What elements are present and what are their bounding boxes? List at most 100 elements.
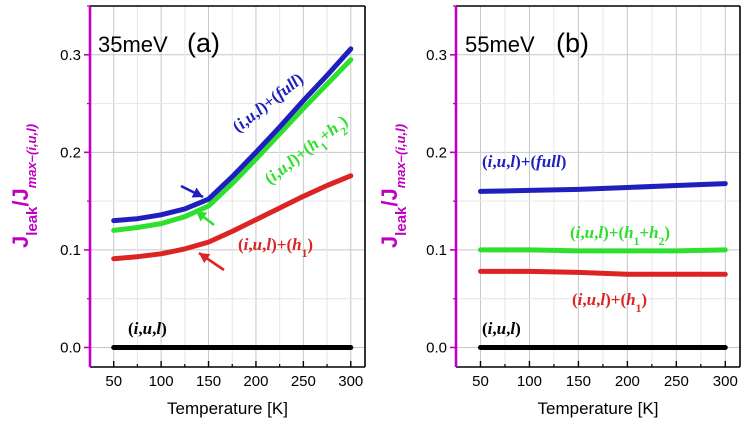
energy-label: 35meV bbox=[98, 32, 168, 57]
series-line-0 bbox=[111, 46, 354, 224]
x-axis-title: Temperature [K] bbox=[167, 399, 288, 418]
series-label-1-var: h bbox=[624, 223, 633, 242]
series-label-2-var: u bbox=[253, 235, 262, 254]
series-label-2-sym: , bbox=[596, 290, 600, 309]
series-label-0: (i,u,l)+(full) bbox=[482, 152, 566, 171]
series-label-2-sym: )+( bbox=[271, 235, 292, 254]
series-line-1 bbox=[478, 247, 728, 254]
x-tick-label: 300 bbox=[338, 373, 363, 390]
series-label-3: (i,u,l) bbox=[482, 319, 521, 338]
x-tick-label: 300 bbox=[713, 373, 738, 390]
series-label-3-sym: ) bbox=[515, 319, 521, 338]
series-label-3-sym: ( bbox=[128, 319, 134, 338]
series-label-2: (i,u,l)+(h1) bbox=[238, 235, 313, 260]
series-label-1-sym: + bbox=[639, 223, 649, 242]
series-label-0-var: l bbox=[510, 152, 515, 171]
panel-a: 50 100 150 200 250 3000.00.10.20.3(i,u,l)+(fu… bbox=[8, 5, 366, 418]
y-tick-label: 0.0 bbox=[426, 339, 447, 356]
y-tick-label: 0.0 bbox=[60, 339, 81, 356]
series-label-0-var: full bbox=[536, 152, 561, 171]
y-axis-title-main: J bbox=[377, 236, 402, 248]
y-tick-label: 0.3 bbox=[426, 47, 447, 64]
panel-label: (a) bbox=[187, 28, 220, 58]
series-label-1-var: u bbox=[585, 223, 594, 242]
series-label-2-var: l bbox=[600, 290, 605, 309]
series-label-3: (i,u,l) bbox=[128, 319, 167, 338]
series-label-3-sym: , bbox=[506, 319, 510, 338]
series-label-2-var: h bbox=[626, 290, 635, 309]
series-label-0-sym: , bbox=[492, 152, 496, 171]
x-tick-label: 50 bbox=[105, 373, 122, 390]
x-axis-title: Temperature [K] bbox=[538, 399, 659, 418]
x-tick-label: 250 bbox=[291, 373, 316, 390]
panel-b: 50 100 150 200 250 3000.00.10.20.3(i,u,l)+(fu… bbox=[377, 5, 741, 418]
x-tick-label: 200 bbox=[243, 373, 268, 390]
series-label-1-sym: ) bbox=[664, 223, 670, 242]
series-label-1-sym: ( bbox=[570, 223, 576, 242]
arrow-head bbox=[199, 253, 211, 264]
y-axis-title-sub2: max–(i,u,l) bbox=[24, 124, 39, 188]
series-label-0-sym: ) bbox=[561, 152, 567, 171]
series-label-3-var: i bbox=[134, 319, 139, 338]
series-label-3-sym: ( bbox=[482, 319, 488, 338]
x-tick-label: 100 bbox=[149, 373, 174, 390]
series-label-1-sym: )+( bbox=[603, 223, 624, 242]
series-label-3-sym: , bbox=[138, 319, 142, 338]
series-label-1-sym: , bbox=[580, 223, 584, 242]
series-label-2-var: h bbox=[292, 235, 301, 254]
series-label-1-sub: 2 bbox=[659, 235, 665, 248]
x-tick-label: 200 bbox=[615, 373, 640, 390]
series-label-0-var: u bbox=[497, 152, 506, 171]
y-axis-title-sub2: max–(i,u,l) bbox=[393, 124, 408, 188]
series-label-2-sym: ) bbox=[307, 235, 313, 254]
series-label-1-sub: 1 bbox=[634, 235, 640, 248]
y-axis-title-sub1: leak bbox=[393, 206, 410, 236]
series-label-2-sym: ) bbox=[641, 290, 647, 309]
series-line-2 bbox=[478, 268, 728, 277]
y-axis-title: Jleak/Jmax–(i,u,l) bbox=[8, 124, 41, 248]
series-label-3-sym: , bbox=[152, 319, 156, 338]
y-axis-title-main: J bbox=[8, 236, 33, 248]
series-label-2-sym: ( bbox=[572, 290, 578, 309]
series-label-2-var: l bbox=[266, 235, 271, 254]
y-axis-title-sep: /J bbox=[8, 188, 33, 206]
series-label-3-var: l bbox=[510, 319, 515, 338]
series-label-0-sym: ( bbox=[482, 152, 488, 171]
series-label-2-var: u bbox=[587, 290, 596, 309]
series-line-0 bbox=[478, 181, 728, 194]
energy-label: 55meV bbox=[465, 32, 535, 57]
series-label-2-var: i bbox=[578, 290, 583, 309]
x-tick-label: 100 bbox=[517, 373, 542, 390]
series-line-1 bbox=[111, 57, 354, 233]
series-label-1: (i,u,l)+(h1+h2) bbox=[570, 223, 670, 248]
panel-label: (b) bbox=[556, 28, 589, 58]
y-tick-label: 0.1 bbox=[60, 242, 81, 259]
series-label-3-var: u bbox=[143, 319, 152, 338]
series-label-3-var: u bbox=[497, 319, 506, 338]
y-tick-label: 0.3 bbox=[60, 47, 81, 64]
series-label-0-var: i bbox=[488, 152, 493, 171]
series-label-2: (i,u,l)+(h1) bbox=[572, 290, 647, 315]
arrow-head bbox=[196, 211, 208, 222]
y-tick-label: 0.2 bbox=[60, 144, 81, 161]
y-axis-title: Jleak/Jmax–(i,u,l) bbox=[377, 124, 410, 248]
series-label-2-sub: 1 bbox=[302, 247, 308, 260]
x-tick-label: 150 bbox=[196, 373, 221, 390]
series-label-1-var: h bbox=[649, 223, 658, 242]
y-axis-title-sub1: leak bbox=[24, 206, 41, 236]
series-label-2-sub: 1 bbox=[636, 302, 642, 315]
series-label-2-sym: , bbox=[582, 290, 586, 309]
series-label-3-var: l bbox=[156, 319, 161, 338]
x-tick-label: 150 bbox=[566, 373, 591, 390]
series-label-1-var: i bbox=[576, 223, 581, 242]
x-tick-label: 250 bbox=[664, 373, 689, 390]
series-label-1-sym: , bbox=[594, 223, 598, 242]
series-line-2 bbox=[111, 173, 354, 262]
series-label-2-sym: , bbox=[262, 235, 266, 254]
series-label-0-sym: , bbox=[506, 152, 510, 171]
series-label-2-sym: , bbox=[248, 235, 252, 254]
y-tick-label: 0.1 bbox=[426, 242, 447, 259]
series-label-2-sym: )+( bbox=[605, 290, 626, 309]
series-label-2-var: i bbox=[244, 235, 249, 254]
